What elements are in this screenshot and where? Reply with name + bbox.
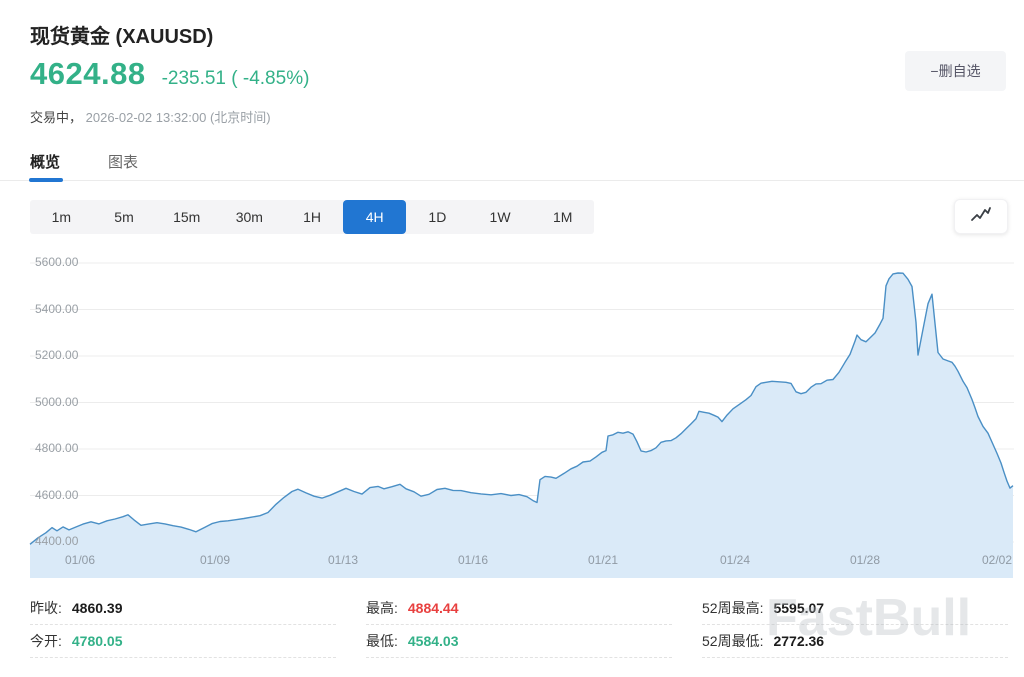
timeframe-button-4H[interactable]: 4H (343, 200, 407, 234)
stat-value: 4884.44 (407, 600, 459, 616)
stat-label: 昨收: (30, 600, 62, 616)
x-axis-label: 02/02 (981, 553, 1013, 567)
line-chart-icon (970, 206, 992, 227)
tab-bar: 概览 图表 (0, 149, 1024, 182)
stat-item: 最低: 4584.03 (366, 625, 672, 658)
timeframe-button-1H[interactable]: 1H (281, 200, 344, 234)
timeframe-button-1D[interactable]: 1D (406, 200, 469, 234)
chart-style-button[interactable] (954, 199, 1008, 234)
timeframe-button-30m[interactable]: 30m (218, 200, 281, 234)
page-title: 现货黄金 (XAUUSD) (30, 26, 214, 48)
price-change: -235.51 ( -4.85%) (161, 68, 310, 89)
chart-canvas (29, 262, 1014, 578)
price-block: 4624.88 -235.51 ( -4.85%) (30, 56, 309, 92)
stat-value: 2772.36 (773, 633, 825, 649)
timeframe-button-1m[interactable]: 1m (30, 200, 93, 234)
stat-item: 昨收: 4860.39 (30, 592, 336, 625)
x-axis-label: 01/24 (719, 553, 751, 567)
tab-chart[interactable]: 图表 (108, 154, 139, 171)
stat-label: 52周最高: (702, 600, 764, 616)
y-axis-label: 5000.00 (35, 394, 79, 409)
price-area (30, 273, 1013, 578)
y-axis-label: 4600.00 (35, 487, 79, 502)
stats-grid: 昨收: 4860.39 最高: 4884.44 52周最高: 5595.07 今开: 4780… (30, 592, 1008, 658)
y-axis-label: 4400.00 (35, 534, 79, 548)
trading-status: 交易中， (30, 110, 83, 125)
price-chart[interactable]: 5600.00 5400.00 5200.00 5000.00 4800.00 4600.… (0, 248, 1014, 578)
timeframe-button-5m[interactable]: 5m (93, 200, 156, 234)
timeframe-button-15m[interactable]: 15m (155, 200, 218, 234)
quote-time: 2026-02-02 13:32:00 (北京时间) (85, 110, 271, 125)
y-axis-label: 5400.00 (35, 301, 79, 316)
x-axis-label: 01/28 (849, 553, 881, 567)
timeframe-bar: 1m 5m 15m 30m 1H 4H 1D 1W 1M (30, 200, 594, 234)
price-line (29, 272, 1014, 545)
stat-value: 4780.05 (71, 633, 123, 649)
timeframe-button-1W[interactable]: 1W (469, 200, 532, 234)
x-axis-label: 01/16 (457, 553, 489, 567)
y-axis-label: 5200.00 (35, 348, 79, 362)
stat-label: 最低: (366, 633, 398, 649)
x-axis-label: 01/09 (199, 553, 231, 567)
x-axis-label: 01/06 (64, 553, 96, 567)
remove-watchlist-button[interactable]: −删自选 (905, 51, 1006, 91)
stat-item: 52周最高: 5595.07 (702, 592, 1008, 625)
trading-status-row: 交易中， 2026-02-02 13:32:00 (北京时间) (30, 107, 271, 126)
current-price: 4624.88 (30, 56, 146, 91)
stat-item: 今开: 4780.05 (30, 625, 336, 658)
x-axis-label: 01/13 (327, 553, 359, 567)
stat-value: 4860.39 (71, 600, 123, 616)
tab-overview[interactable]: 概览 (28, 149, 64, 182)
stat-value: 4584.03 (407, 633, 459, 649)
y-axis-label: 5600.00 (35, 255, 79, 269)
stat-value: 5595.07 (773, 600, 825, 616)
stat-label: 今开: (30, 633, 62, 649)
stat-label: 52周最低: (702, 633, 764, 649)
stat-item: 最高: 4884.44 (366, 592, 672, 625)
stat-label: 最高: (366, 600, 398, 616)
stat-item: 52周最低: 2772.36 (702, 625, 1008, 658)
timeframe-button-1M[interactable]: 1M (531, 200, 594, 234)
x-axis-label: 01/21 (587, 553, 619, 567)
y-axis-label: 4800.00 (35, 441, 79, 455)
